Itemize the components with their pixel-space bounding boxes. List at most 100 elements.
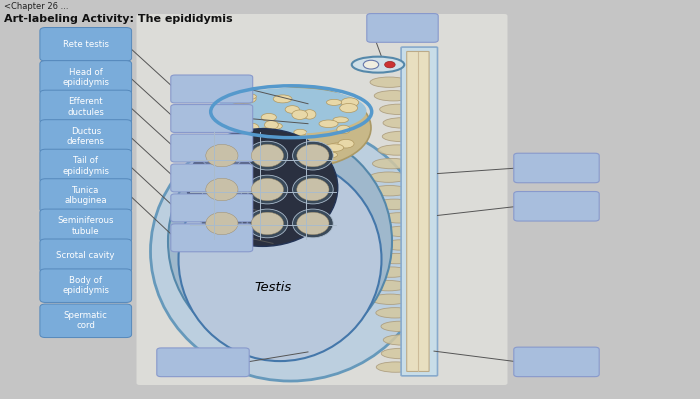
Text: Spermatic
cord: Spermatic cord — [64, 311, 108, 330]
Ellipse shape — [303, 110, 316, 119]
Ellipse shape — [326, 99, 342, 105]
FancyBboxPatch shape — [40, 61, 132, 94]
Ellipse shape — [375, 199, 414, 209]
Ellipse shape — [250, 145, 263, 154]
Ellipse shape — [231, 88, 371, 168]
Text: Seminiferous
tubule: Seminiferous tubule — [57, 216, 114, 235]
Ellipse shape — [274, 139, 294, 146]
Ellipse shape — [292, 110, 307, 119]
Ellipse shape — [376, 308, 414, 318]
Ellipse shape — [337, 125, 351, 134]
Ellipse shape — [294, 129, 307, 135]
Ellipse shape — [231, 124, 247, 130]
Ellipse shape — [370, 77, 409, 87]
Text: Art-labeling Activity: The epididymis: Art-labeling Activity: The epididymis — [4, 14, 232, 24]
Ellipse shape — [382, 348, 420, 359]
FancyBboxPatch shape — [136, 14, 508, 385]
Ellipse shape — [374, 91, 413, 101]
FancyBboxPatch shape — [40, 304, 132, 338]
Ellipse shape — [247, 175, 288, 204]
Ellipse shape — [370, 280, 408, 291]
FancyBboxPatch shape — [171, 75, 253, 103]
Ellipse shape — [351, 57, 405, 73]
FancyBboxPatch shape — [40, 209, 132, 243]
Ellipse shape — [297, 178, 329, 201]
Ellipse shape — [251, 144, 284, 167]
FancyBboxPatch shape — [171, 194, 253, 222]
Ellipse shape — [178, 158, 382, 361]
FancyBboxPatch shape — [40, 120, 132, 153]
Ellipse shape — [319, 120, 338, 128]
Ellipse shape — [303, 147, 319, 154]
Ellipse shape — [363, 60, 379, 69]
Ellipse shape — [322, 152, 337, 158]
FancyBboxPatch shape — [40, 149, 132, 183]
Ellipse shape — [206, 178, 238, 201]
Ellipse shape — [206, 212, 238, 235]
Ellipse shape — [382, 240, 420, 250]
Text: Ductus
deferens: Ductus deferens — [66, 127, 105, 146]
Ellipse shape — [256, 128, 275, 137]
Ellipse shape — [246, 123, 259, 132]
Ellipse shape — [251, 178, 284, 201]
Ellipse shape — [300, 154, 317, 160]
Ellipse shape — [188, 128, 337, 246]
Ellipse shape — [379, 104, 418, 115]
Ellipse shape — [378, 145, 416, 155]
FancyBboxPatch shape — [514, 347, 599, 377]
Ellipse shape — [234, 115, 249, 123]
Ellipse shape — [247, 209, 288, 238]
Ellipse shape — [293, 144, 314, 152]
Ellipse shape — [383, 118, 421, 128]
Text: Scrotal cavity: Scrotal cavity — [57, 251, 115, 260]
Ellipse shape — [382, 131, 421, 142]
Ellipse shape — [293, 209, 333, 238]
Ellipse shape — [381, 321, 419, 332]
FancyBboxPatch shape — [171, 164, 253, 192]
FancyBboxPatch shape — [157, 348, 249, 377]
Ellipse shape — [383, 226, 421, 237]
Text: Testis: Testis — [254, 281, 292, 294]
FancyBboxPatch shape — [171, 105, 253, 132]
Ellipse shape — [338, 139, 354, 148]
Ellipse shape — [202, 209, 242, 238]
Text: Tail of
epididymis: Tail of epididymis — [62, 156, 109, 176]
Ellipse shape — [380, 213, 419, 223]
FancyBboxPatch shape — [367, 14, 438, 42]
Ellipse shape — [293, 141, 333, 170]
Text: <Chapter 26 ...: <Chapter 26 ... — [4, 2, 68, 11]
FancyBboxPatch shape — [40, 269, 132, 302]
FancyBboxPatch shape — [171, 134, 253, 162]
Ellipse shape — [273, 95, 292, 103]
Ellipse shape — [340, 103, 358, 113]
Text: Efferent
ductules: Efferent ductules — [67, 97, 104, 117]
FancyBboxPatch shape — [514, 192, 599, 221]
Ellipse shape — [265, 135, 284, 143]
Ellipse shape — [376, 362, 414, 372]
Text: Body of
epididymis: Body of epididymis — [62, 276, 109, 295]
Ellipse shape — [237, 93, 256, 100]
Ellipse shape — [265, 120, 279, 129]
Ellipse shape — [230, 103, 248, 112]
Ellipse shape — [323, 144, 344, 152]
FancyBboxPatch shape — [514, 153, 599, 183]
Ellipse shape — [206, 144, 238, 167]
Ellipse shape — [377, 253, 416, 264]
Ellipse shape — [202, 141, 242, 170]
FancyBboxPatch shape — [40, 239, 132, 273]
Ellipse shape — [372, 158, 411, 169]
Ellipse shape — [293, 175, 333, 204]
Ellipse shape — [330, 143, 344, 149]
Ellipse shape — [285, 106, 300, 113]
FancyBboxPatch shape — [407, 51, 429, 371]
FancyBboxPatch shape — [40, 90, 132, 124]
Ellipse shape — [251, 212, 284, 235]
FancyBboxPatch shape — [401, 47, 438, 376]
Text: Rete testis: Rete testis — [63, 40, 108, 49]
Ellipse shape — [333, 117, 349, 123]
Ellipse shape — [258, 152, 273, 158]
Ellipse shape — [150, 122, 430, 381]
Ellipse shape — [385, 61, 395, 68]
Ellipse shape — [235, 95, 256, 103]
Ellipse shape — [370, 186, 409, 196]
